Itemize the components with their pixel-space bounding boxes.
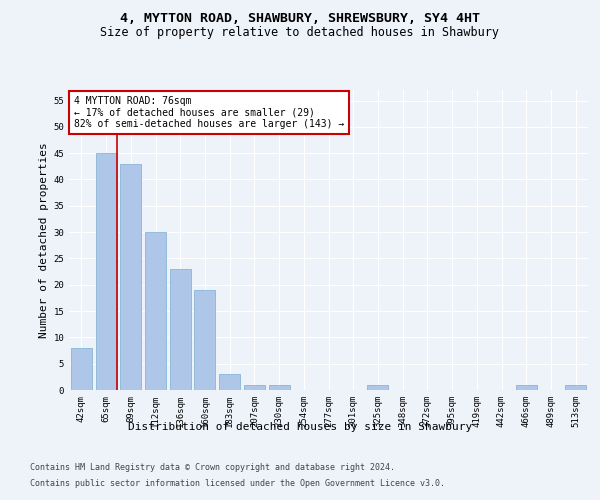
Bar (145, 232, 166, 390)
Text: Contains HM Land Registry data © Crown copyright and database right 2024.: Contains HM Land Registry data © Crown c… (30, 462, 395, 471)
Bar (516, 384, 537, 390)
Bar (565, 384, 586, 390)
Bar (269, 384, 290, 390)
Text: 4 MYTTON ROAD: 76sqm
← 17% of detached houses are smaller (29)
82% of semi-detac: 4 MYTTON ROAD: 76sqm ← 17% of detached h… (74, 96, 344, 129)
Text: 4, MYTTON ROAD, SHAWBURY, SHREWSBURY, SY4 4HT: 4, MYTTON ROAD, SHAWBURY, SHREWSBURY, SY… (120, 12, 480, 26)
Y-axis label: Number of detached properties: Number of detached properties (39, 142, 49, 338)
Bar (194, 290, 215, 390)
Bar (170, 269, 191, 390)
Text: Size of property relative to detached houses in Shawbury: Size of property relative to detached ho… (101, 26, 499, 39)
Bar (95, 153, 116, 390)
Bar (367, 384, 388, 390)
Bar (244, 384, 265, 390)
Bar (219, 374, 240, 390)
Text: Contains public sector information licensed under the Open Government Licence v3: Contains public sector information licen… (30, 479, 445, 488)
Text: Distribution of detached houses by size in Shawbury: Distribution of detached houses by size … (128, 422, 472, 432)
Bar (71, 348, 92, 390)
Bar (120, 164, 141, 390)
